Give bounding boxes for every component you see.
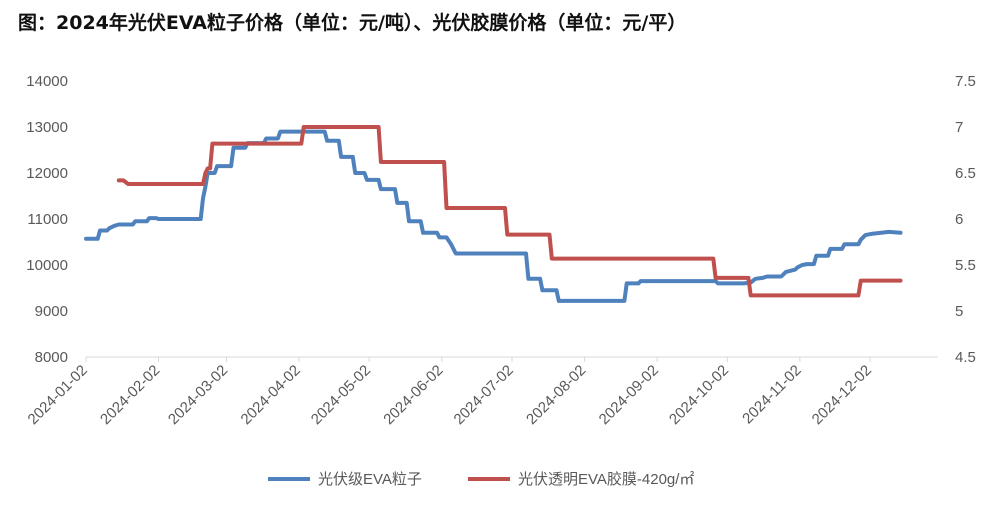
x-tick-label: 2024-01-02 (25, 362, 91, 428)
x-tick-label: 2024-12-02 (809, 362, 875, 428)
y-right-tick-label: 7 (955, 119, 963, 136)
y-left-tick-label: 8000 (35, 349, 68, 366)
chart-title: 图：2024年光伏EVA粒子价格（单位：元/吨）、光伏胶膜价格（单位：元/平） (18, 12, 687, 34)
y-left-tick-label: 14000 (26, 73, 68, 90)
y-right-tick-label: 6 (955, 211, 963, 228)
y-left-tick-label: 12000 (26, 165, 68, 182)
y-right-tick-label: 5.5 (955, 257, 976, 274)
y-right-tick-label: 4.5 (955, 349, 976, 366)
x-tick-label: 2024-09-02 (596, 362, 662, 428)
x-tick-label: 2024-07-02 (451, 362, 517, 428)
x-tick-label: 2024-08-02 (523, 362, 589, 428)
x-tick-label: 2024-10-02 (666, 362, 732, 428)
x-tick-label: 2024-06-02 (380, 362, 446, 428)
y-right-tick-label: 6.5 (955, 165, 976, 182)
series-line-1 (84, 129, 903, 303)
y-left-tick-label: 9000 (35, 303, 68, 320)
y-right-tick-label: 5 (955, 303, 963, 320)
y-right-tick-label: 7.5 (955, 73, 976, 90)
y-left-tick-label: 13000 (26, 119, 68, 136)
legend-label-2: 光伏透明EVA胶膜-420g/㎡ (518, 471, 694, 488)
y-left-tick-label: 10000 (26, 257, 68, 274)
x-tick-label: 2024-04-02 (238, 362, 304, 428)
x-tick-label: 2024-02-02 (97, 362, 163, 428)
y-left-tick-label: 11000 (27, 211, 68, 228)
series-line-2 (116, 125, 903, 298)
legend-label-1: 光伏级EVA粒子 (318, 471, 422, 488)
x-tick-label: 2024-11-02 (739, 362, 804, 427)
x-tick-label: 2024-05-02 (308, 362, 374, 428)
x-tick-label: 2024-03-02 (165, 362, 231, 428)
